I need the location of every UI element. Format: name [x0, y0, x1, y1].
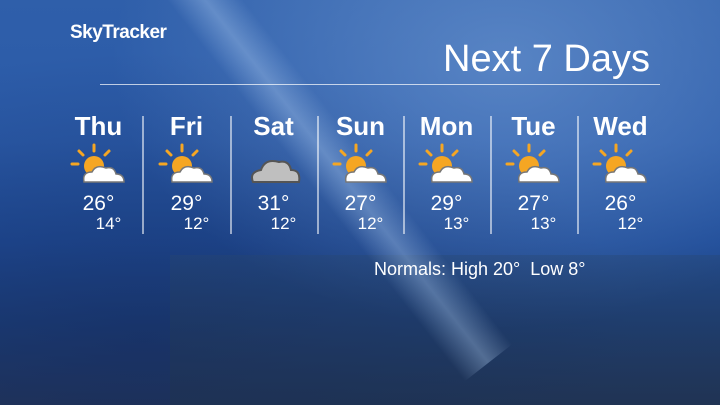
day-label: Tue: [511, 111, 556, 141]
low-temp: 12°: [270, 214, 297, 233]
day-label: Wed: [593, 111, 648, 141]
cloud-icon: [230, 142, 317, 187]
high-temp: 27°: [517, 192, 550, 215]
high-temp: 29°: [170, 192, 203, 215]
sun-cloud-icon: [490, 142, 577, 187]
day-label: Fri: [169, 111, 204, 141]
day-forecast-mon: Mon 29° 13°: [403, 110, 490, 233]
brand-logo: SkyTracker: [70, 22, 167, 43]
high-temp: 29°: [430, 192, 463, 215]
city-skyline: [170, 255, 720, 405]
sun-cloud-icon: [55, 142, 142, 187]
high-temp: 26°: [82, 192, 115, 215]
high-temp: 31°: [257, 192, 290, 215]
column-divider: [576, 116, 579, 234]
normals-text: Normals: High 20° Low 8°: [374, 259, 586, 279]
day-label: Sun: [335, 111, 386, 141]
day-forecast-sat: Sat 31° 12°: [230, 110, 317, 233]
low-temp: 12°: [617, 214, 644, 233]
title-divider: [100, 84, 660, 85]
low-temp: 12°: [183, 214, 210, 233]
low-temp: 13°: [530, 214, 557, 233]
low-temp: 14°: [95, 214, 122, 233]
day-label: Thu: [74, 111, 123, 141]
page-title: Next 7 Days: [443, 38, 650, 80]
high-temp: 26°: [604, 192, 637, 215]
day-label: Sat: [253, 111, 294, 141]
low-temp: 13°: [443, 214, 470, 233]
day-forecast-thu: Thu 26° 14°: [55, 110, 142, 233]
column-divider: [489, 116, 492, 234]
day-forecast-wed: Wed 26° 12°: [577, 110, 664, 233]
column-divider: [316, 116, 319, 234]
low-temp: 12°: [357, 214, 384, 233]
sun-cloud-icon: [317, 142, 404, 187]
day-forecast-fri: Fri 29° 12°: [143, 110, 230, 233]
sun-cloud-icon: [143, 142, 230, 187]
column-divider: [142, 116, 144, 234]
column-divider: [229, 116, 232, 234]
column-divider: [403, 116, 405, 234]
sun-cloud-icon: [577, 142, 664, 187]
sun-cloud-icon: [403, 142, 490, 187]
day-forecast-sun: Sun 27° 12°: [317, 110, 404, 233]
day-label: Mon: [419, 111, 474, 141]
day-forecast-tue: Tue 27° 13°: [490, 110, 577, 233]
high-temp: 27°: [344, 192, 377, 215]
